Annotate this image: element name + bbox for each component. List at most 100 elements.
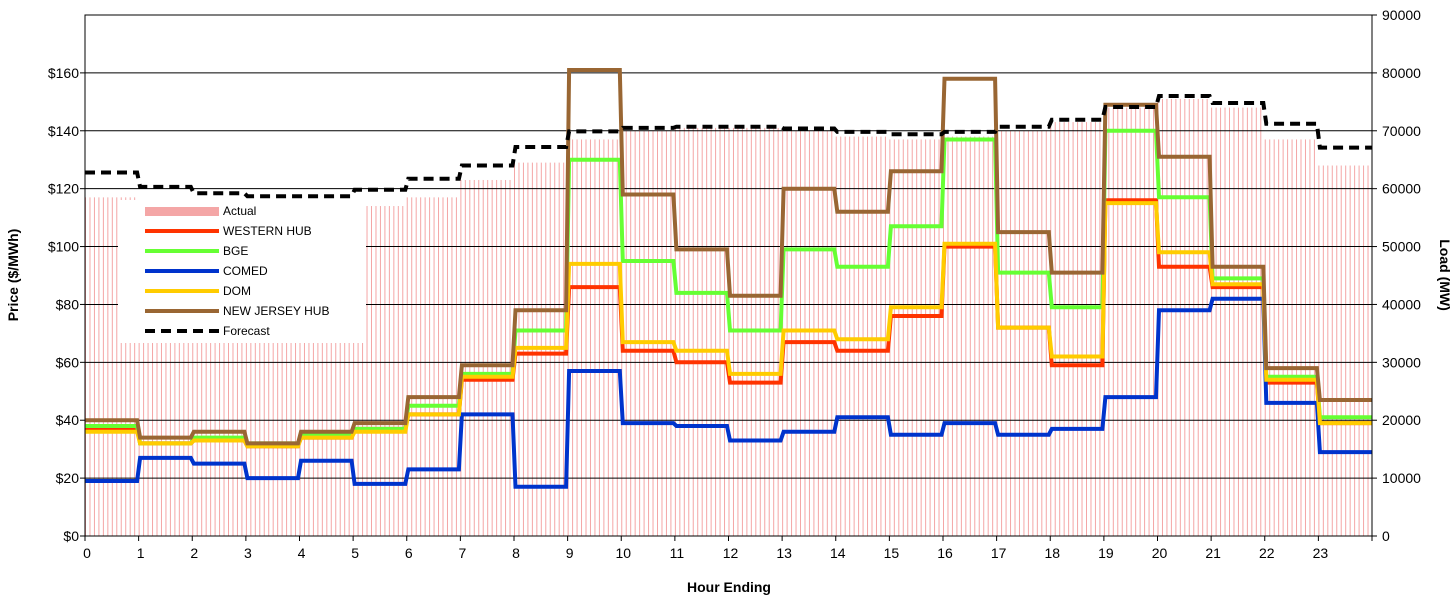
actual-load-bar <box>639 130 641 536</box>
actual-load-bar <box>925 139 927 536</box>
x-tick-label: 21 <box>1205 545 1221 561</box>
actual-load-bar <box>129 197 131 536</box>
actual-load-bar <box>429 197 431 536</box>
actual-load-bar <box>1363 165 1365 536</box>
x-tick-label: 20 <box>1152 545 1168 561</box>
actual-load-bar <box>1188 98 1190 536</box>
actual-load-bar <box>254 211 256 536</box>
left-tick-label: $160 <box>48 65 79 81</box>
actual-load-bar <box>1059 122 1061 536</box>
actual-load-bar <box>446 197 448 536</box>
actual-load-bar <box>1086 122 1087 536</box>
actual-load-bar <box>505 179 507 537</box>
x-tick-label: 10 <box>615 545 631 561</box>
actual-load-bar <box>89 197 91 536</box>
left-tick-label: $40 <box>56 412 80 428</box>
actual-load-bar <box>1170 98 1172 536</box>
right-tick-label: 70000 <box>1382 123 1421 139</box>
actual-load-bar <box>371 206 372 536</box>
actual-load-bar <box>594 139 596 536</box>
actual-load-bar <box>353 206 355 536</box>
legend-label: DOM <box>223 284 251 298</box>
actual-load-bar <box>335 208 337 536</box>
actual-load-bar <box>916 139 918 536</box>
actual-load-bar <box>1327 165 1329 536</box>
right-tick-label: 0 <box>1382 528 1390 544</box>
actual-load-bar <box>965 136 967 536</box>
actual-load-bar <box>800 130 801 536</box>
right-tick-label: 50000 <box>1382 239 1421 255</box>
series-line-new-jersey-hub <box>85 68 1372 446</box>
actual-load-bar <box>612 139 614 536</box>
x-tick-label: 11 <box>670 545 685 561</box>
actual-load-bar <box>228 208 229 536</box>
actual-load-bar <box>1237 107 1239 537</box>
actual-load-bar <box>589 139 591 536</box>
actual-load-bar <box>688 127 690 536</box>
actual-load-bar <box>1255 107 1257 537</box>
actual-load-bar <box>277 211 279 536</box>
left-axis-title: Price ($/MWh) <box>5 229 21 322</box>
actual-load-bar <box>344 208 346 536</box>
actual-load-bar <box>1032 130 1034 536</box>
actual-load-bar <box>1108 107 1110 537</box>
actual-load-bar <box>674 127 676 536</box>
x-tick-label: 18 <box>1044 545 1060 561</box>
actual-load-bar <box>509 179 511 537</box>
actual-load-bar <box>326 208 328 536</box>
actual-load-bar <box>308 208 310 536</box>
actual-load-bar <box>201 208 203 536</box>
actual-load-bar <box>1126 107 1128 537</box>
x-tick-label: 6 <box>405 545 413 561</box>
actual-load-bar <box>420 197 422 536</box>
legend-label: BGE <box>223 244 248 258</box>
actual-load-bar <box>1184 98 1186 536</box>
legend-label: COMED <box>223 264 268 278</box>
actual-load-bar <box>724 127 726 536</box>
actual-load-bar <box>1251 107 1253 537</box>
actual-load-bar <box>1331 165 1333 536</box>
actual-load-bar <box>384 206 386 536</box>
actual-load-bar <box>147 206 149 536</box>
actual-load-bar <box>813 130 815 536</box>
actual-load-bar <box>1336 165 1338 536</box>
actual-load-bar <box>393 206 395 536</box>
actual-load-bar <box>969 136 971 536</box>
right-tick-label: 10000 <box>1382 470 1421 486</box>
right-axis-title: Load (MW) <box>1437 239 1453 311</box>
actual-load-bar <box>107 197 109 536</box>
actual-load-bar <box>473 179 475 537</box>
actual-load-bar <box>116 197 118 536</box>
actual-load-bar <box>455 197 457 536</box>
actual-load-bar <box>893 139 895 536</box>
actual-load-bar <box>898 139 900 536</box>
actual-load-bar <box>1018 130 1020 536</box>
actual-load-bar <box>1153 107 1155 537</box>
actual-load-bar <box>670 130 672 536</box>
actual-load-bar <box>268 211 270 536</box>
actual-load-bar <box>1001 130 1003 536</box>
actual-load-bar <box>849 136 851 536</box>
actual-load-bar <box>710 127 712 536</box>
actual-load-bar <box>719 127 721 536</box>
actual-load-bar <box>379 206 381 536</box>
actual-load-bar <box>125 197 127 536</box>
actual-load-bar <box>1175 98 1177 536</box>
left-tick-label: $140 <box>48 123 79 139</box>
actual-load-bar <box>223 208 225 536</box>
actual-load-bar <box>652 130 654 536</box>
actual-load-bar <box>1354 165 1356 536</box>
actual-load-bar <box>120 197 122 536</box>
actual-load-bar <box>956 136 958 536</box>
actual-load-bar <box>1179 98 1181 536</box>
actual-load-bar <box>424 197 426 536</box>
actual-load-bar <box>187 206 189 536</box>
actual-load-bar <box>496 179 498 537</box>
actual-load-bar <box>585 139 587 536</box>
actual-load-bar <box>460 179 462 537</box>
x-tick-label: 23 <box>1313 545 1329 561</box>
actual-load-bar <box>1068 122 1070 536</box>
actual-load-bar <box>1148 107 1150 537</box>
actual-load-bar <box>98 197 100 536</box>
